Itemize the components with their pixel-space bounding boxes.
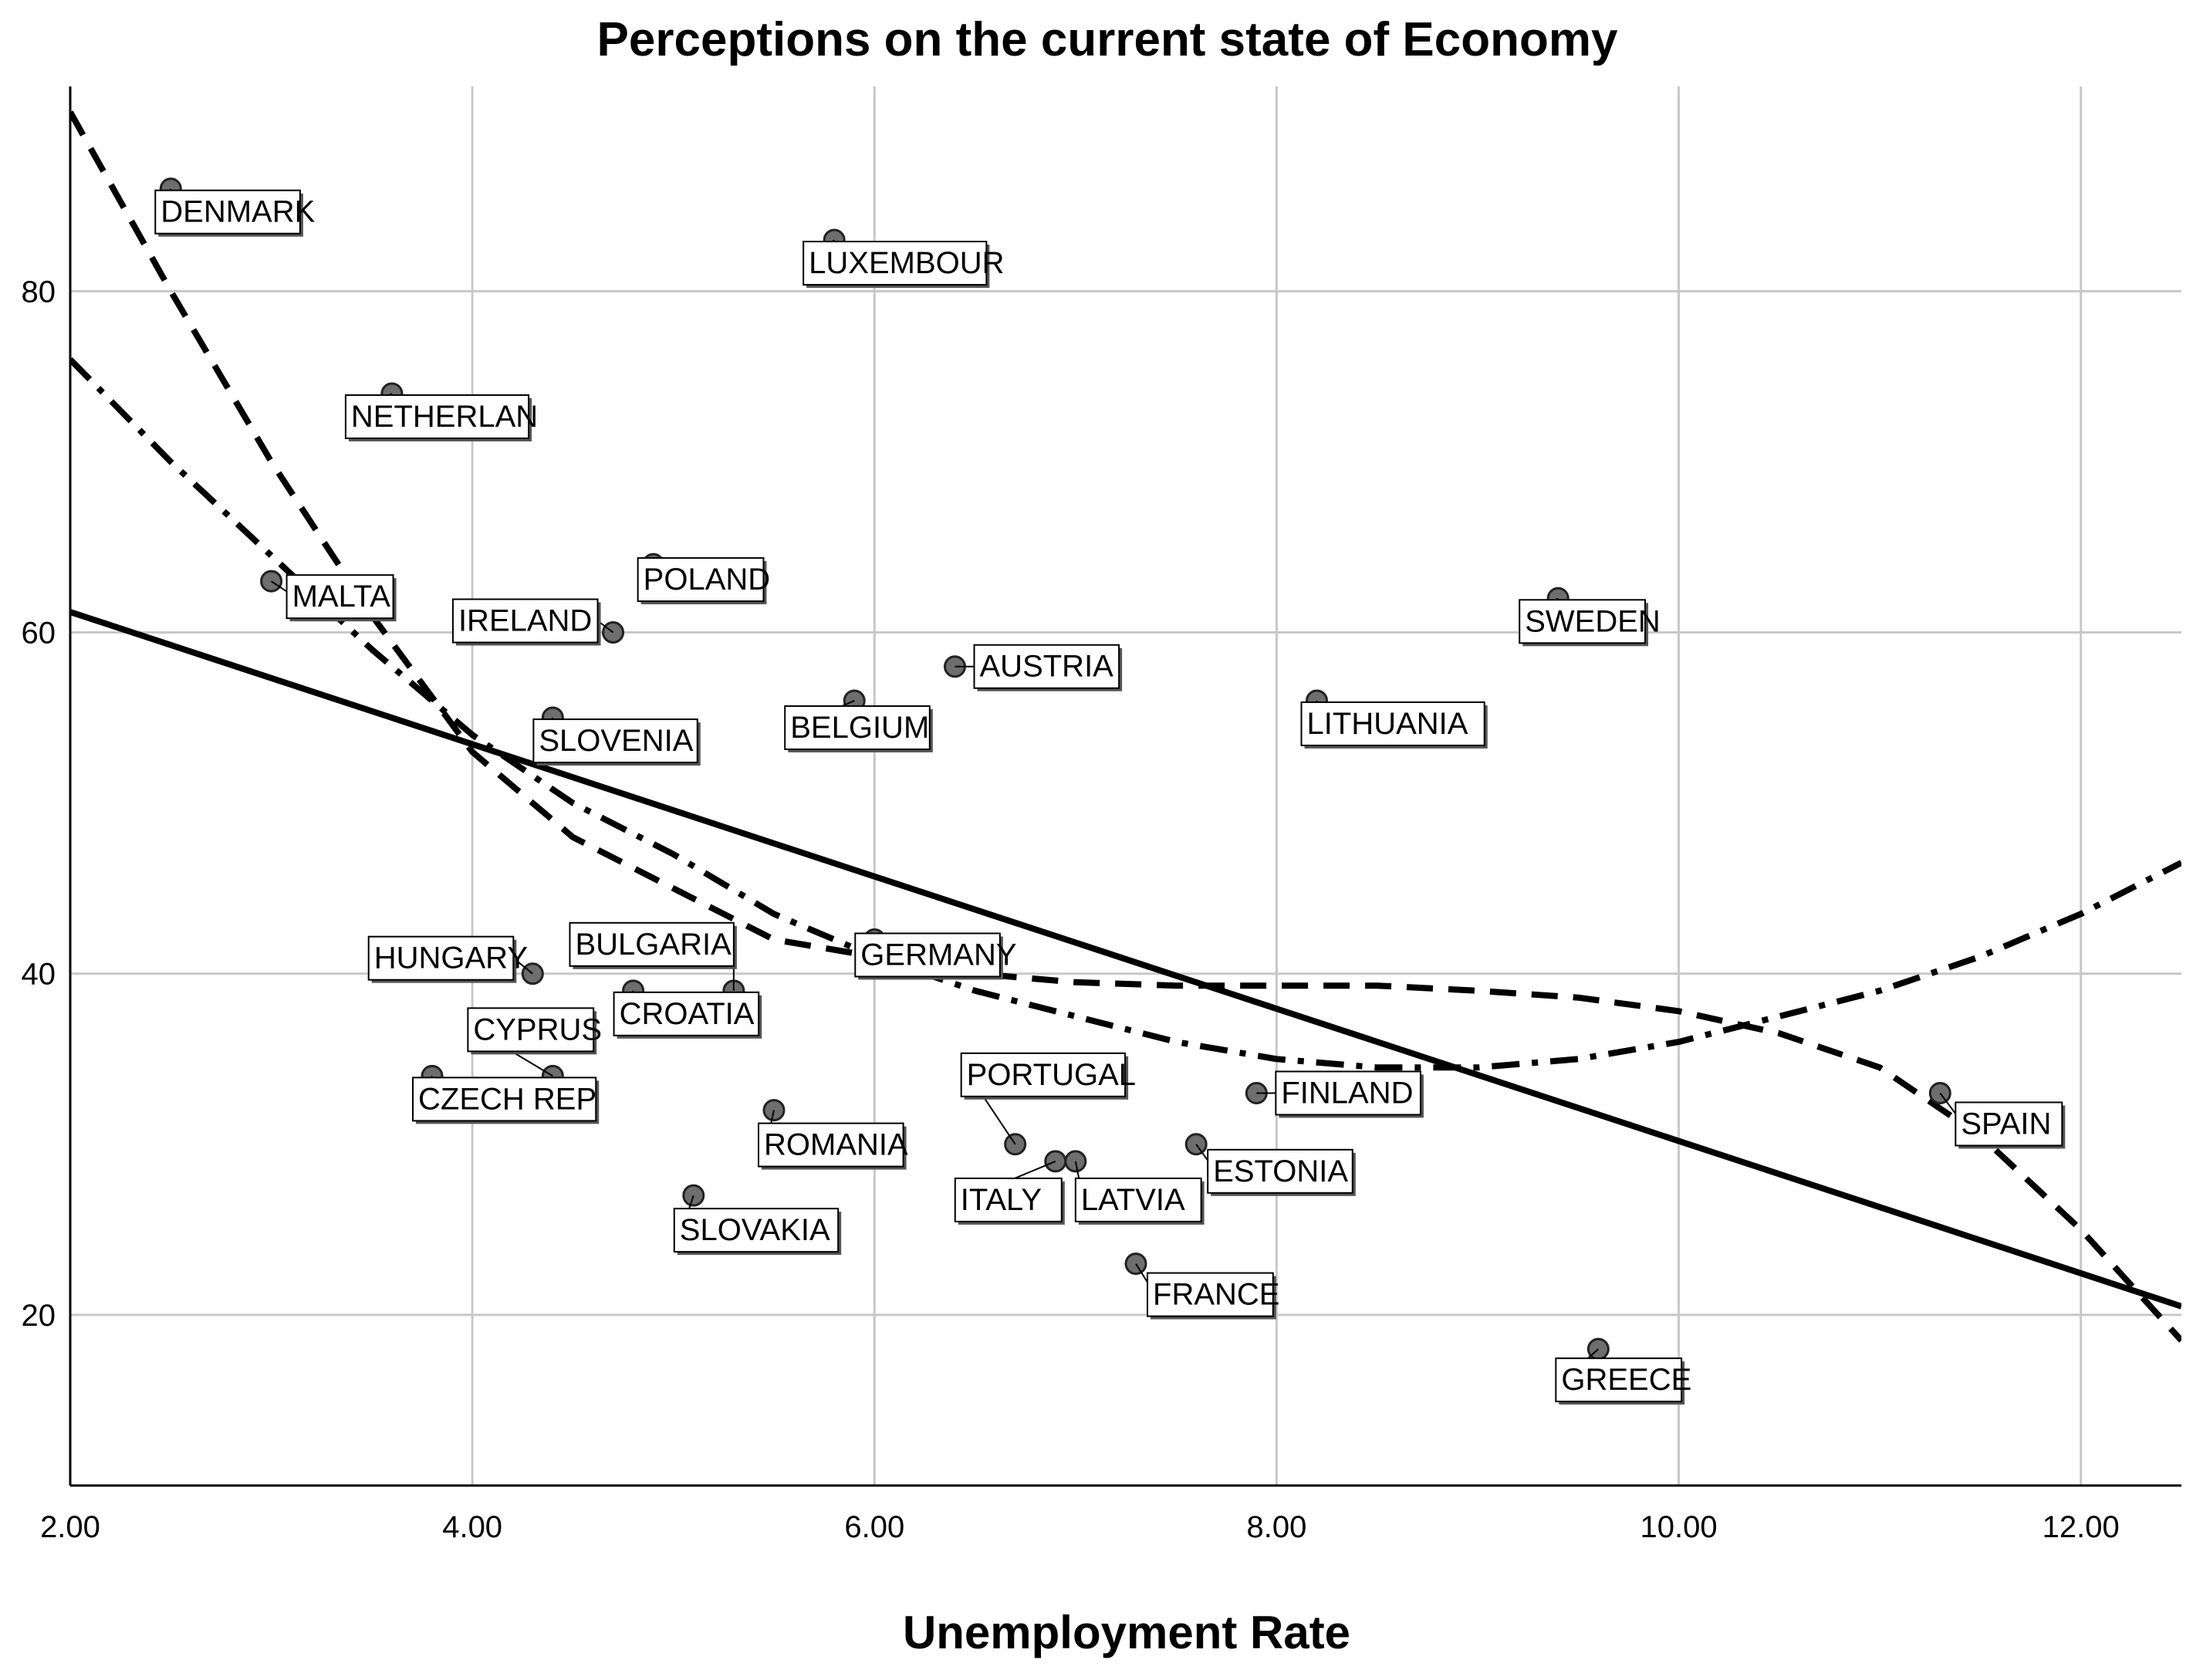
y-tick-label: 80: [22, 275, 56, 309]
point-label: LATVIA: [1081, 1183, 1185, 1217]
point-label: GREECE: [1561, 1363, 1691, 1397]
label-box: [286, 574, 394, 620]
point-label: PORTUGAL: [967, 1058, 1136, 1092]
label-box: [1275, 1070, 1421, 1116]
point-label: MALTA: [292, 580, 391, 614]
point-label: LITHUANIA: [1307, 707, 1468, 741]
y-tick-label: 20: [22, 1299, 56, 1333]
point-label: LUXEMBOUR: [809, 246, 1004, 280]
point-label: POLAND: [644, 563, 771, 597]
label-box: [758, 1122, 904, 1168]
label-box: [154, 189, 301, 235]
x-axis-title: Unemployment Rate: [903, 1607, 1350, 1658]
label-box: [344, 394, 530, 439]
point-label: BULGARIA: [575, 928, 732, 962]
point-label: FINLAND: [1281, 1076, 1413, 1110]
label-box: [784, 705, 931, 750]
label-box: [451, 598, 599, 644]
label-box: [569, 921, 735, 967]
point-label: BELGIUM: [790, 711, 929, 745]
fit-line-cubic: [70, 357, 2181, 1071]
label-box: [1074, 1177, 1202, 1222]
label-box: [412, 1077, 597, 1122]
label-box: [467, 1007, 595, 1053]
point-label: GERMANY: [860, 938, 1016, 972]
fit-lines: [70, 110, 2181, 1343]
label-box: [973, 644, 1120, 689]
x-tick-label: 10.00: [1640, 1510, 1718, 1544]
label-box: [1300, 701, 1485, 746]
label-box: [532, 718, 698, 764]
point-label: CROATIA: [620, 997, 755, 1031]
point-label: IRELAND: [458, 604, 592, 638]
label-box: [802, 240, 988, 286]
point-label: NETHERLAN: [351, 400, 538, 434]
point-label: CZECH REP: [418, 1082, 596, 1116]
label-leader: [512, 957, 533, 975]
label-box: [613, 991, 760, 1036]
point-label: AUSTRIA: [980, 650, 1114, 684]
label-box: [1147, 1272, 1274, 1317]
point-label: ESTONIA: [1213, 1154, 1348, 1188]
point-label: SPAIN: [1961, 1107, 2051, 1141]
y-tick-label: 40: [22, 958, 56, 992]
point-label: ITALY: [961, 1183, 1042, 1217]
x-tick-label: 6.00: [844, 1510, 904, 1544]
gridlines: [69, 86, 2181, 1486]
label-box: [1955, 1101, 2063, 1147]
label-box: [960, 1052, 1127, 1097]
label-box: [1555, 1357, 1683, 1403]
point-label: DENMARK: [160, 195, 315, 229]
point-label: SLOVENIA: [539, 724, 693, 758]
point-label: ROMANIA: [764, 1128, 908, 1162]
label-box: [367, 935, 515, 981]
label-box: [1519, 599, 1647, 644]
point-label: FRANCE: [1153, 1278, 1279, 1312]
label-box: [637, 557, 765, 603]
point-labels: DENMARK LUXEMBOUR NETHERLAN MALTA POLAND IREL…: [154, 188, 2066, 1405]
y-tick-label: 60: [22, 617, 56, 651]
point-label: CYPRUS: [473, 1012, 602, 1046]
x-tick-label: 4.00: [442, 1510, 502, 1544]
axes: 2.00 4.00 6.00 8.00 10.00 12.00 20 40 60 80: [22, 86, 2181, 1544]
x-tick-label: 12.00: [2043, 1510, 2120, 1544]
label-box: [673, 1208, 840, 1253]
label-box: [954, 1177, 1063, 1222]
point-label: HUNGARY: [374, 941, 528, 975]
x-tick-label: 2.00: [40, 1510, 100, 1544]
fit-line-quadratic: [70, 110, 2181, 1343]
label-box: [1207, 1148, 1353, 1194]
label-box: [854, 932, 1001, 978]
chart-title: Perceptions on the current state of Econ…: [597, 13, 1618, 66]
point-label: SLOVAKIA: [680, 1213, 830, 1247]
x-tick-label: 8.00: [1246, 1510, 1306, 1544]
fit-line-linear: [70, 609, 2181, 1310]
point-label: SWEDEN: [1525, 604, 1661, 638]
